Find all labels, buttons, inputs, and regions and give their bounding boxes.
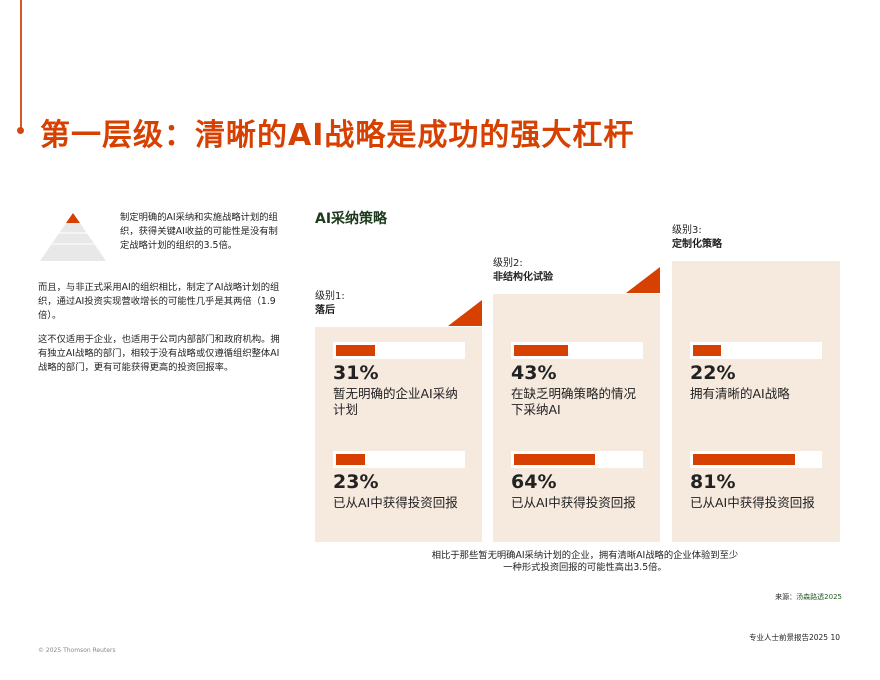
stat-bar bbox=[333, 342, 465, 359]
stat-percent: 31% bbox=[333, 362, 379, 384]
stat-bar bbox=[511, 451, 643, 468]
intro-paragraph-3: 这不仅适用于企业，也适用于公司内部部门和政府机构。拥有独立AI战略的部门，相较于… bbox=[38, 334, 280, 373]
level-card: 43% 在缺乏明确策略的情况下采纳AI 64% 已从AI中获得投资回报 bbox=[493, 294, 660, 542]
intro-paragraph-2: 而且，与非正式采用AI的组织相比，制定了AI战略计划的组织，通过AI投资实现营收… bbox=[38, 282, 280, 321]
level-label: 级别2: 非结构化试验 bbox=[493, 258, 553, 283]
stat-bar-fill bbox=[514, 345, 569, 356]
source: 来源：汤森路透2025 bbox=[775, 593, 842, 601]
stat-bar-fill bbox=[514, 454, 595, 465]
stat-bar-fill bbox=[336, 454, 365, 465]
level-label: 级别3: 定制化策略 bbox=[672, 225, 722, 250]
stat-percent: 23% bbox=[333, 471, 379, 493]
stat-bar-fill bbox=[693, 454, 796, 465]
stat-bar-fill bbox=[693, 345, 721, 356]
bullet-dot bbox=[17, 127, 24, 134]
level-card: 22% 拥有清晰的AI战略 81% 已从AI中获得投资回报 bbox=[672, 261, 840, 542]
chart-title: AI采纳策略 bbox=[315, 211, 388, 227]
level-label: 级别1: 落后 bbox=[315, 291, 345, 316]
decorative-line bbox=[20, 0, 22, 128]
stat-description: 已从AI中获得投资回报 bbox=[333, 495, 458, 510]
stat-bar bbox=[690, 342, 822, 359]
stat-description: 已从AI中获得投资回报 bbox=[511, 495, 636, 510]
stat-percent: 81% bbox=[690, 471, 736, 493]
stat-percent: 43% bbox=[511, 362, 557, 384]
stat-description: 暂无明确的企业AI采纳计划 bbox=[333, 386, 458, 417]
stat-description: 在缺乏明确策略的情况下采纳AI bbox=[511, 386, 637, 417]
stat-bar bbox=[690, 451, 822, 468]
intro-paragraph-1: 制定明确的AI采纳和实施战略计划的组织，获得关键AI收益的可能性是没有制定战略计… bbox=[120, 212, 278, 251]
copyright: © 2025 Thomson Reuters bbox=[38, 647, 116, 654]
stat-percent: 64% bbox=[511, 471, 557, 493]
page-title: 第一层级：清晰的AI战略是成功的强大杠杆 bbox=[40, 118, 635, 153]
stat-description: 已从AI中获得投资回报 bbox=[690, 495, 815, 510]
chart-note: 相比于那些暂无明确AI采纳计划的企业，拥有清晰AI战略的企业体验到至少一种形式投… bbox=[431, 550, 739, 573]
stat-percent: 22% bbox=[690, 362, 736, 384]
pyramid-icon bbox=[40, 213, 106, 261]
stat-description: 拥有清晰的AI战略 bbox=[690, 386, 790, 401]
step-triangle bbox=[448, 300, 482, 326]
stat-bar bbox=[333, 451, 465, 468]
stat-bar-fill bbox=[336, 345, 376, 356]
stat-bar bbox=[511, 342, 643, 359]
level-card: 31% 暂无明确的企业AI采纳计划 23% 已从AI中获得投资回报 bbox=[315, 327, 482, 542]
page-footer: 专业人士前景报告2025 10 bbox=[748, 633, 840, 642]
step-triangle bbox=[626, 267, 660, 293]
